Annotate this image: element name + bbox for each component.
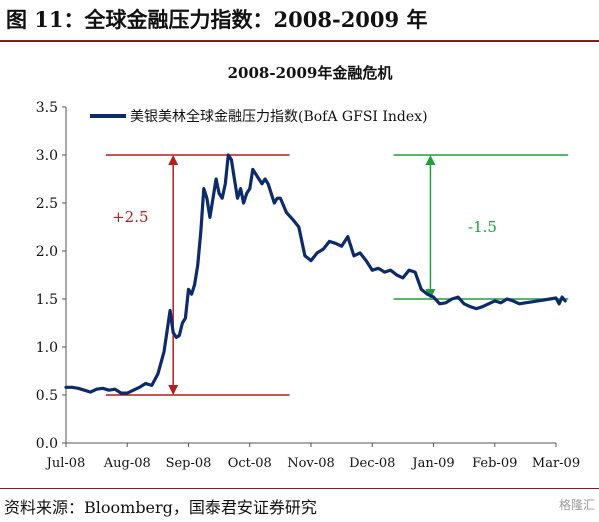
x-tick-label: Feb-09: [472, 456, 517, 471]
source-note: 资料来源：Bloomberg，国泰君安证券研究: [4, 498, 317, 517]
down-arrow-head-top: [425, 155, 436, 165]
up-annotation-label: +2.5: [112, 208, 148, 226]
x-tick-label: Jul-08: [45, 456, 86, 471]
annotation-layer: +2.5 -1.5: [105, 154, 569, 396]
watermark: 格隆汇: [558, 498, 595, 512]
chart-title: 2008-2009年金融危机: [228, 64, 393, 82]
x-tick-label: Jan-09: [410, 456, 454, 471]
y-tick-label: 2.5: [36, 196, 58, 212]
y-tick-label: 3.0: [36, 148, 58, 164]
up-arrow-head-bottom: [168, 385, 179, 395]
figure-title: 图 11：全球金融压力指数：2008-2009 年: [6, 7, 428, 32]
y-tick-label: 1.0: [36, 340, 58, 356]
y-tick-label: 3.5: [36, 100, 58, 116]
x-tick-label: Nov-08: [287, 456, 334, 471]
chart-axes: 0.0 0.5 1.0 1.5 2.0 2.5 3.0 3.5 Jul-08 Aug-08 Sep-…: [36, 100, 580, 471]
y-tick-label: 0.0: [36, 436, 58, 452]
title-divider: [0, 40, 599, 42]
x-tick-label: Dec-08: [349, 456, 395, 471]
y-tick-label: 2.0: [36, 244, 58, 260]
series-layer: [64, 153, 567, 395]
y-tick-label: 1.5: [36, 292, 58, 308]
series-line-bofa-gfsi: [64, 153, 567, 395]
y-tick-label: 0.5: [36, 388, 58, 404]
up-arrow-head-top: [168, 155, 179, 165]
x-tick-label: Sep-08: [166, 456, 212, 471]
legend: 美银美林全球金融压力指数(BofA GFSI Index): [90, 108, 428, 125]
legend-label: 美银美林全球金融压力指数(BofA GFSI Index): [130, 108, 428, 125]
x-tick-label: Mar-09: [532, 456, 580, 471]
source-divider: [0, 488, 599, 489]
x-tick-label: Aug-08: [103, 456, 151, 471]
stress-index-chart: 2008-2009年金融危机 0.0 0.5 1.0 1.5 2.0 2.5 3.0 3.5 J…: [36, 64, 580, 471]
down-annotation-label: -1.5: [468, 218, 497, 236]
x-tick-label: Oct-08: [228, 456, 272, 471]
